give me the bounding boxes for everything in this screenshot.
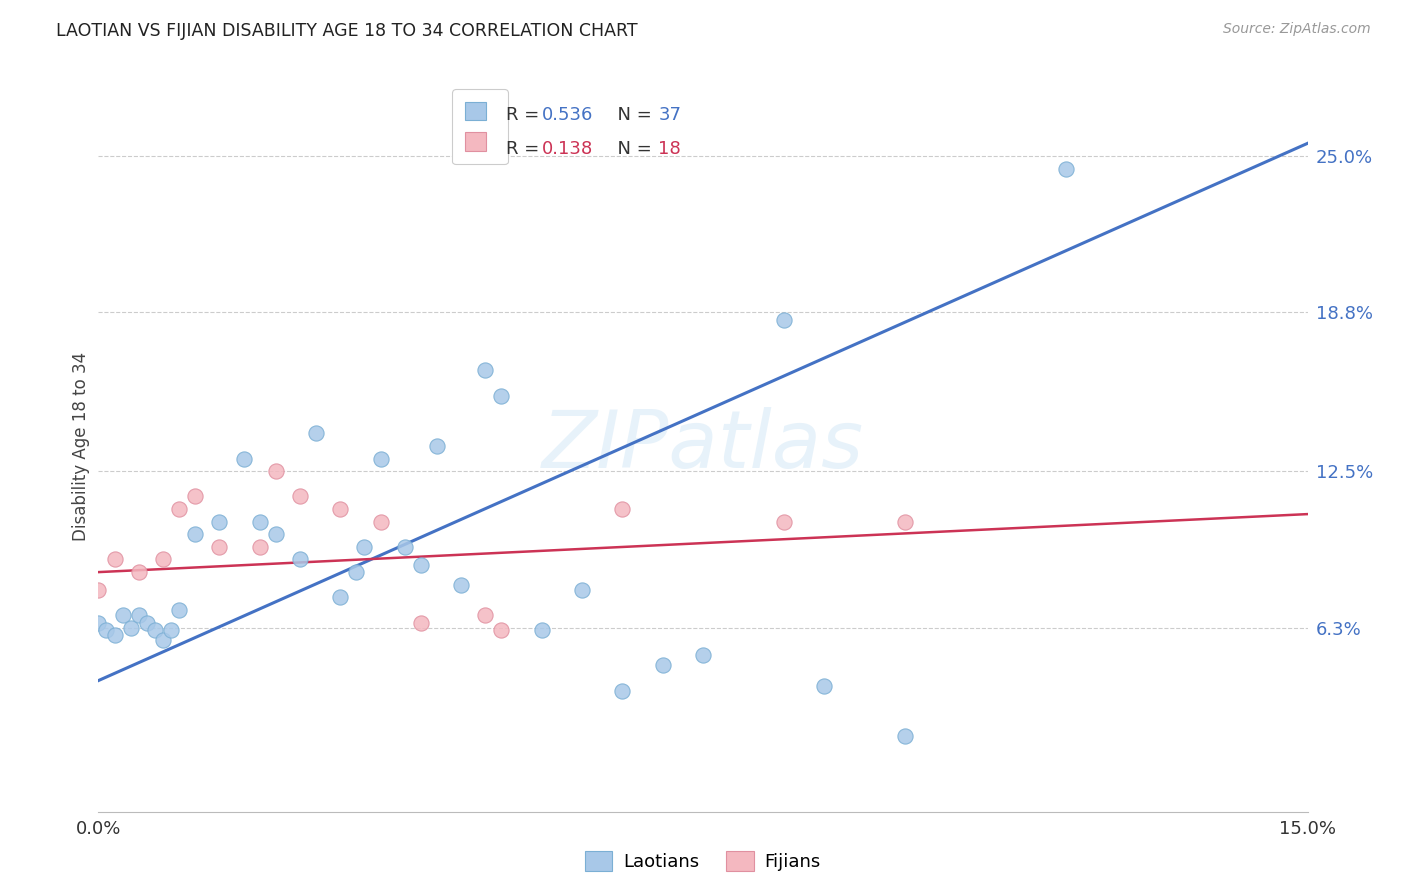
Text: R =: R =: [506, 140, 538, 158]
Legend: Laotians, Fijians: Laotians, Fijians: [578, 844, 828, 879]
Text: 37: 37: [658, 106, 682, 124]
Point: [264, 464, 287, 478]
Point: [264, 527, 287, 541]
Point: [143, 623, 166, 637]
Point: [409, 615, 432, 630]
Point: [370, 515, 392, 529]
Text: R =: R =: [506, 106, 538, 124]
Point: [491, 388, 513, 402]
Point: [128, 565, 150, 579]
Point: [288, 490, 311, 504]
Point: [353, 540, 375, 554]
Point: [305, 426, 328, 441]
Point: [232, 451, 254, 466]
Point: [813, 679, 835, 693]
Text: ZIPatlas: ZIPatlas: [541, 407, 865, 485]
Point: [160, 623, 183, 637]
Point: [288, 552, 311, 566]
Point: [87, 582, 110, 597]
Point: [152, 633, 174, 648]
Point: [612, 683, 634, 698]
Text: Source: ZipAtlas.com: Source: ZipAtlas.com: [1223, 22, 1371, 37]
Point: [329, 591, 352, 605]
Point: [111, 607, 134, 622]
Point: [571, 582, 593, 597]
Text: 18: 18: [658, 140, 681, 158]
Point: [409, 558, 432, 572]
Point: [474, 363, 496, 377]
Point: [184, 490, 207, 504]
Point: [103, 552, 125, 566]
Point: [370, 451, 392, 466]
Point: [208, 540, 231, 554]
Point: [612, 502, 634, 516]
Point: [426, 439, 449, 453]
Text: LAOTIAN VS FIJIAN DISABILITY AGE 18 TO 34 CORRELATION CHART: LAOTIAN VS FIJIAN DISABILITY AGE 18 TO 3…: [56, 22, 638, 40]
Point: [96, 623, 118, 637]
Point: [530, 623, 553, 637]
Point: [772, 515, 794, 529]
Point: [184, 527, 207, 541]
Point: [893, 729, 915, 743]
Legend: , : ,: [453, 89, 508, 164]
Text: 0.536: 0.536: [543, 106, 593, 124]
Point: [152, 552, 174, 566]
Point: [893, 515, 915, 529]
Point: [249, 540, 271, 554]
Point: [135, 615, 157, 630]
Point: [329, 502, 352, 516]
Point: [249, 515, 271, 529]
Y-axis label: Disability Age 18 to 34: Disability Age 18 to 34: [72, 351, 90, 541]
Point: [167, 502, 190, 516]
Point: [87, 615, 110, 630]
Point: [651, 658, 673, 673]
Point: [120, 621, 142, 635]
Point: [167, 603, 190, 617]
Point: [1054, 161, 1077, 176]
Point: [450, 578, 472, 592]
Text: N =: N =: [606, 106, 652, 124]
Point: [103, 628, 125, 642]
Point: [128, 607, 150, 622]
Point: [474, 607, 496, 622]
Point: [692, 648, 714, 663]
Text: N =: N =: [606, 140, 652, 158]
Point: [491, 623, 513, 637]
Point: [394, 540, 416, 554]
Text: 0.138: 0.138: [543, 140, 593, 158]
Point: [772, 313, 794, 327]
Point: [208, 515, 231, 529]
Point: [344, 565, 367, 579]
